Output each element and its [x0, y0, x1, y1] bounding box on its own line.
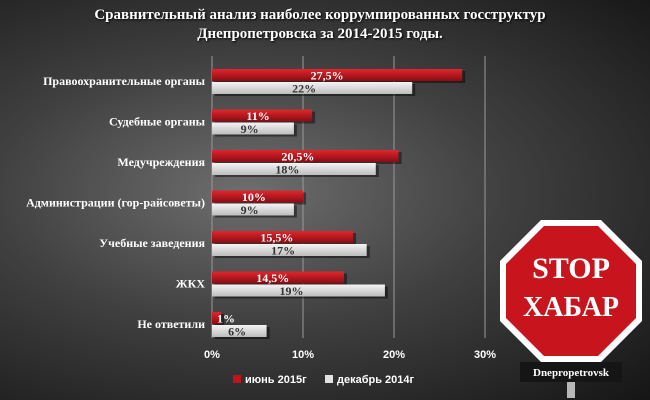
x-tick-label: 20%: [383, 349, 405, 361]
sign-stop-text: STOP: [532, 252, 610, 285]
bar-dec-2014: [212, 284, 385, 297]
bar-june-2015: [212, 271, 344, 284]
bar-dec-2014: [212, 244, 367, 256]
data-label: 10%: [242, 190, 266, 204]
category-label: Учебные заведения: [99, 236, 205, 250]
legend-swatch: [325, 375, 333, 383]
bar-june-2015: [212, 190, 303, 203]
category-label: Судебные органы: [109, 115, 206, 129]
legend-label: июнь 2015г: [245, 374, 307, 386]
x-tick-label: 10%: [292, 349, 314, 361]
category-label: Правоохранительные органы: [43, 74, 206, 88]
data-label: 15,5%: [260, 231, 293, 245]
brand-plate: [520, 362, 622, 382]
data-label: 9%: [241, 203, 259, 217]
legend-swatch: [233, 375, 241, 383]
data-label: 6%: [228, 325, 246, 339]
data-label: 19%: [280, 284, 304, 298]
data-label: 20,5%: [281, 150, 314, 164]
bar-dec-2014: [212, 82, 413, 94]
bar-june-2015: [212, 109, 313, 122]
data-label: 27,5%: [311, 69, 344, 83]
brand-text: Dnepropetrovsk: [533, 367, 610, 379]
data-label: 14,5%: [256, 271, 289, 285]
bar-dec-2014: [212, 163, 376, 175]
sign-habar-text: ХАБАР: [523, 292, 619, 323]
data-label: 11%: [246, 109, 269, 123]
data-label: 17%: [271, 244, 295, 258]
sign-octagon: [506, 226, 636, 356]
category-label: Администрации (гор-райсоветы): [26, 196, 205, 210]
bar-dec-2014: [212, 122, 294, 135]
data-label: 9%: [241, 122, 259, 136]
bar-june-2015: [212, 312, 222, 324]
category-label: Не ответили: [137, 317, 205, 331]
bar-dec-2014: [212, 325, 267, 337]
bar-dec-2014: [212, 203, 294, 216]
bar-june-2015: [212, 150, 399, 162]
chart-title: Сравнительный анализ наиболее коррумпиро…: [94, 7, 546, 42]
category-label: ЖКХ: [176, 277, 206, 291]
data-label: 1%: [217, 312, 235, 326]
bar-june-2015: [212, 69, 463, 81]
category-label: Медучреждения: [117, 155, 205, 169]
legend-label: декабрь 2014г: [337, 374, 415, 386]
data-label: 18%: [275, 163, 299, 177]
bar-june-2015: [212, 231, 354, 243]
data-label: 22%: [292, 82, 316, 96]
stop-sign: STOP ХАБАР Dnepropetrovsk: [500, 220, 642, 398]
x-tick-label: 30%: [474, 349, 496, 361]
x-tick-label: 0%: [204, 349, 220, 361]
